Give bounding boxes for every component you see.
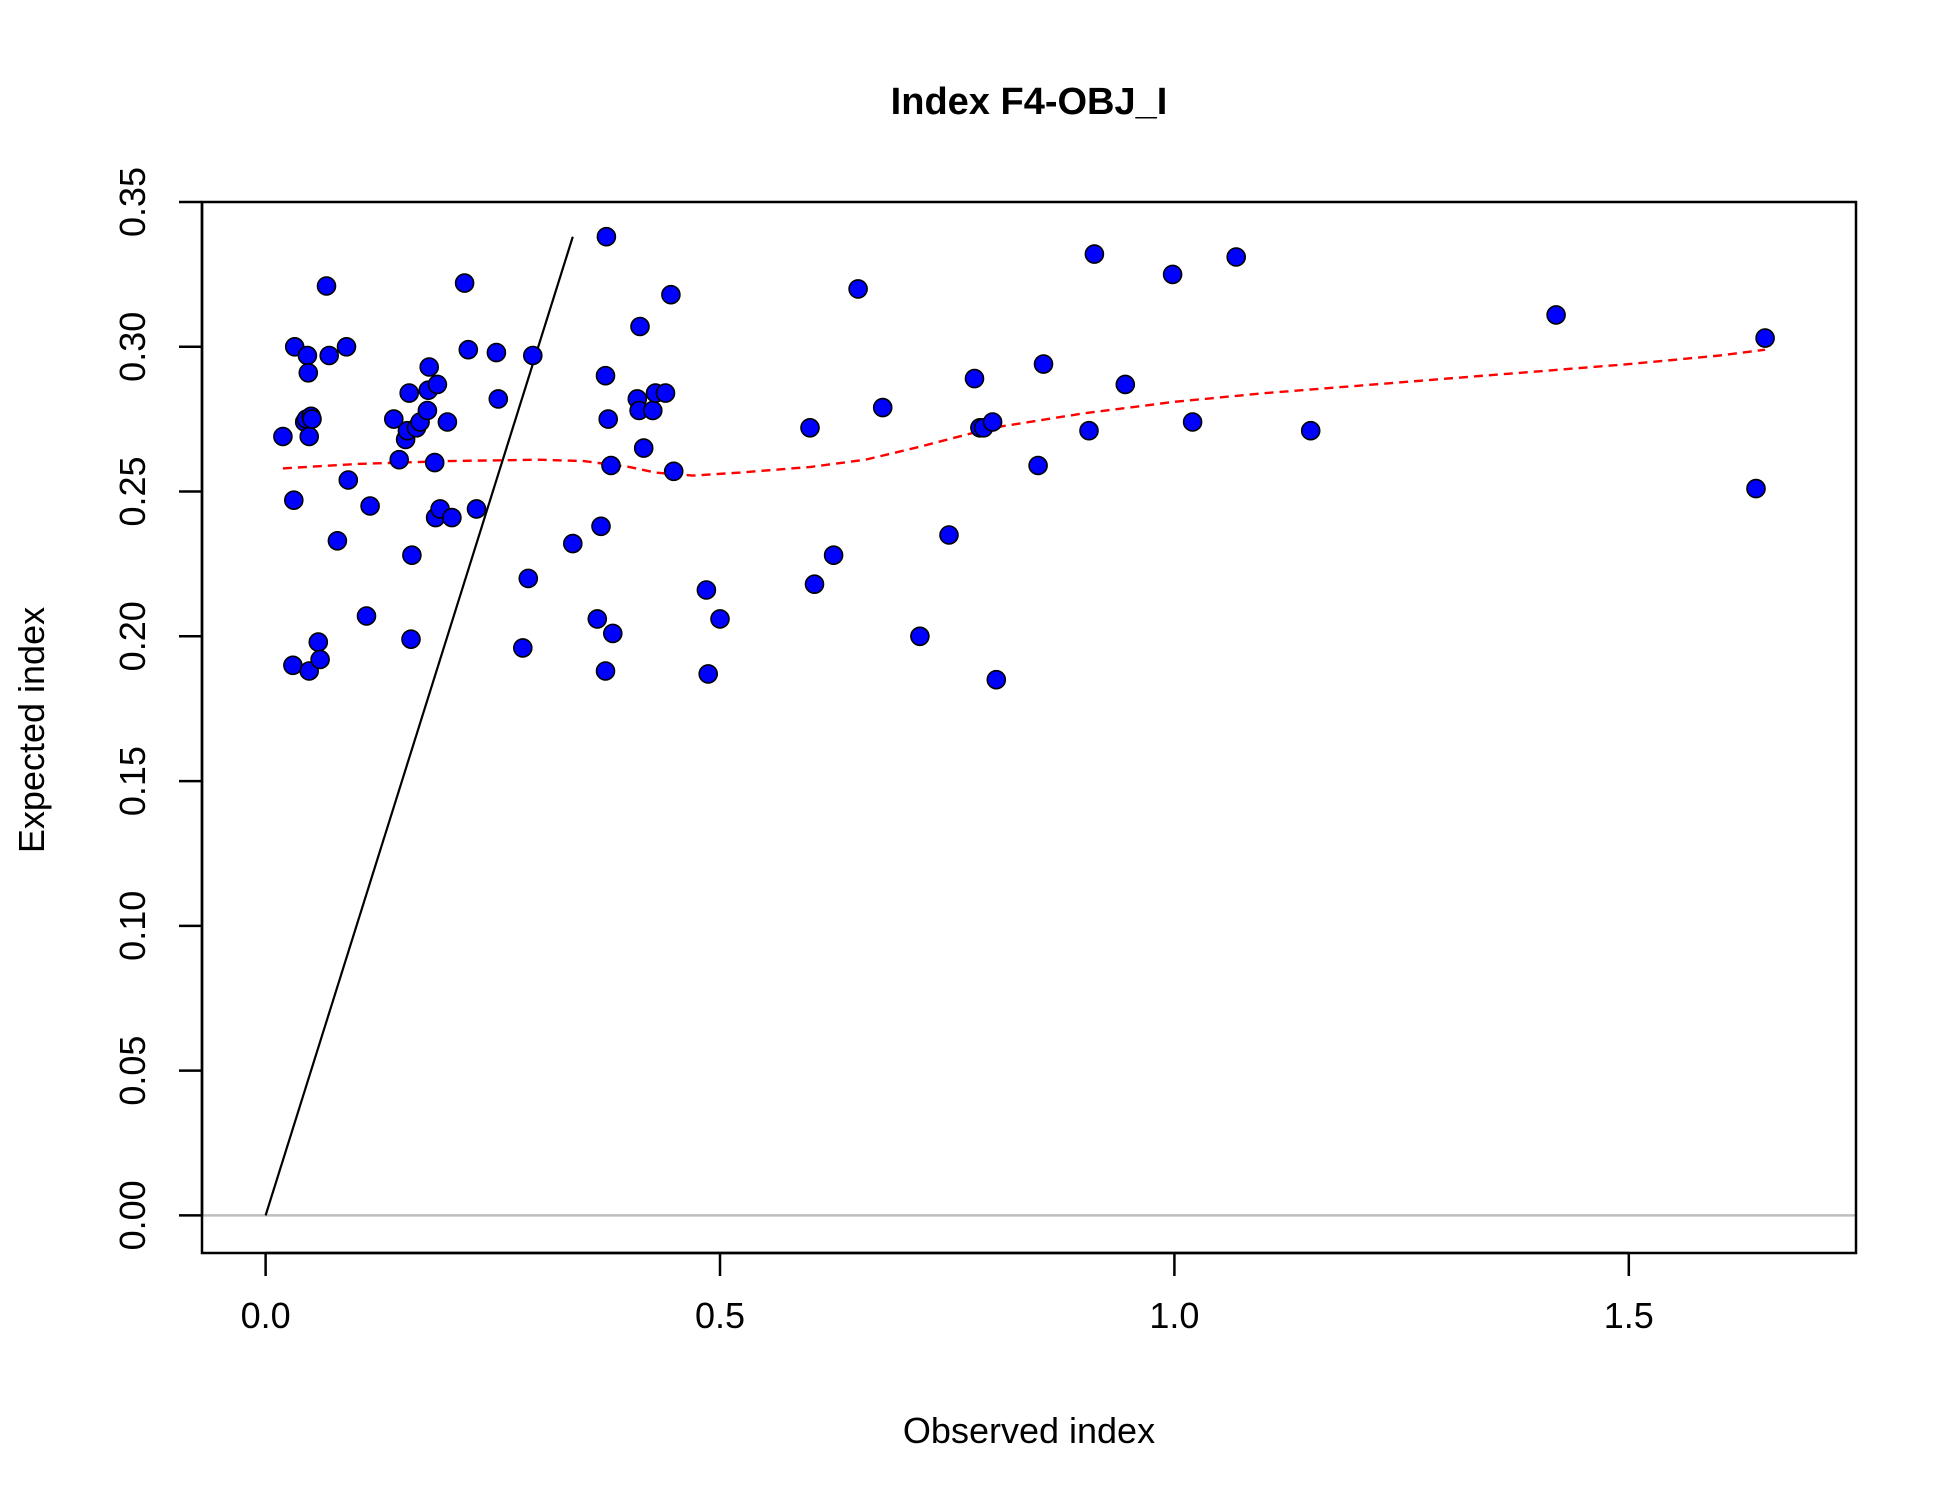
y-tick-label: 0.05 xyxy=(112,1036,153,1106)
data-point xyxy=(283,655,303,676)
data-point xyxy=(655,383,676,403)
x-tick-label: 0.0 xyxy=(241,1295,291,1336)
data-point xyxy=(642,400,663,421)
data-point xyxy=(630,316,650,337)
smoother-layer xyxy=(282,348,1766,477)
data-point xyxy=(424,452,445,473)
data-point xyxy=(602,623,623,644)
data-point xyxy=(360,496,380,516)
data-point xyxy=(273,426,293,447)
smoother-line xyxy=(282,348,1766,477)
data-point xyxy=(633,438,654,458)
y-axis-label: Expected index xyxy=(11,607,52,853)
data-point xyxy=(663,461,684,482)
data-point xyxy=(302,409,322,429)
data-point xyxy=(336,336,357,357)
data-point xyxy=(872,397,893,418)
data-point xyxy=(595,365,616,386)
y-tick-label: 0.10 xyxy=(112,891,153,961)
data-point xyxy=(327,530,348,551)
data-point xyxy=(823,545,844,566)
y-tick-label: 0.35 xyxy=(112,167,153,237)
x-axis: 0.0 0.5 1.0 1.5 xyxy=(241,1251,1654,1336)
data-point xyxy=(848,279,868,299)
data-point xyxy=(1182,412,1203,432)
data-point xyxy=(601,455,621,476)
y-tick-label: 0.25 xyxy=(112,456,153,526)
data-point xyxy=(338,470,359,490)
x-tick-label: 0.5 xyxy=(695,1295,745,1336)
data-point xyxy=(1084,244,1105,264)
y-tick-label: 0.30 xyxy=(112,312,153,382)
data-point xyxy=(910,626,930,647)
data-point xyxy=(522,345,543,366)
data-point xyxy=(442,507,462,528)
data-point xyxy=(939,525,959,545)
data-point xyxy=(319,345,340,366)
data-point xyxy=(437,412,458,432)
data-point xyxy=(417,400,438,421)
data-point xyxy=(297,345,318,366)
data-point xyxy=(562,533,583,554)
chart-title: Index F4-OBJ_I xyxy=(891,81,1168,123)
y-tick-label: 0.15 xyxy=(112,746,153,816)
data-point xyxy=(389,449,410,470)
plot-frame xyxy=(200,200,1858,1255)
data-point xyxy=(1546,305,1566,325)
data-point xyxy=(1226,247,1246,267)
data-point xyxy=(298,362,319,383)
data-point xyxy=(466,499,487,519)
data-point xyxy=(512,638,533,658)
data-point xyxy=(1028,455,1048,476)
data-point xyxy=(1115,374,1136,395)
data-point xyxy=(402,545,422,566)
data-point xyxy=(383,409,404,429)
y-axis: 0.00 0.05 0.10 0.15 0.20 0.25 0.30 0.35 xyxy=(112,167,204,1250)
data-point xyxy=(458,339,479,360)
data-point xyxy=(698,664,719,684)
data-point xyxy=(1300,420,1321,441)
points-layer xyxy=(273,226,1775,690)
data-point xyxy=(596,226,617,247)
data-point xyxy=(486,342,507,363)
data-point xyxy=(401,629,421,650)
y-tick-label: 0.00 xyxy=(112,1180,153,1250)
data-point xyxy=(1079,420,1099,441)
data-point xyxy=(454,273,475,293)
data-point xyxy=(283,490,304,511)
data-point xyxy=(488,389,509,409)
data-point xyxy=(399,383,420,403)
data-point xyxy=(591,516,611,537)
data-point xyxy=(710,609,730,629)
identity-line xyxy=(264,236,574,1216)
data-point xyxy=(310,649,330,670)
data-point xyxy=(598,409,619,429)
data-point xyxy=(1033,354,1054,374)
data-point xyxy=(696,580,717,600)
data-point xyxy=(587,609,608,629)
data-point xyxy=(661,284,681,305)
data-point xyxy=(308,632,329,652)
x-tick-label: 1.0 xyxy=(1149,1295,1199,1336)
data-point xyxy=(1755,328,1775,348)
data-point xyxy=(299,426,320,447)
data-point xyxy=(964,368,985,389)
data-point xyxy=(427,374,448,395)
data-point xyxy=(800,417,820,438)
y-tick-label: 0.20 xyxy=(112,601,153,671)
data-point xyxy=(595,661,616,681)
identity-line-layer xyxy=(264,236,574,1216)
x-axis-label: Observed index xyxy=(903,1410,1155,1451)
data-point xyxy=(986,669,1007,690)
data-point xyxy=(419,357,440,377)
data-point xyxy=(804,574,825,595)
data-point xyxy=(1746,478,1766,499)
data-point xyxy=(982,412,1003,432)
data-point xyxy=(356,606,377,626)
data-point xyxy=(1162,264,1183,285)
x-tick-label: 1.5 xyxy=(1604,1295,1654,1336)
data-point xyxy=(316,276,337,296)
data-point xyxy=(518,568,539,589)
